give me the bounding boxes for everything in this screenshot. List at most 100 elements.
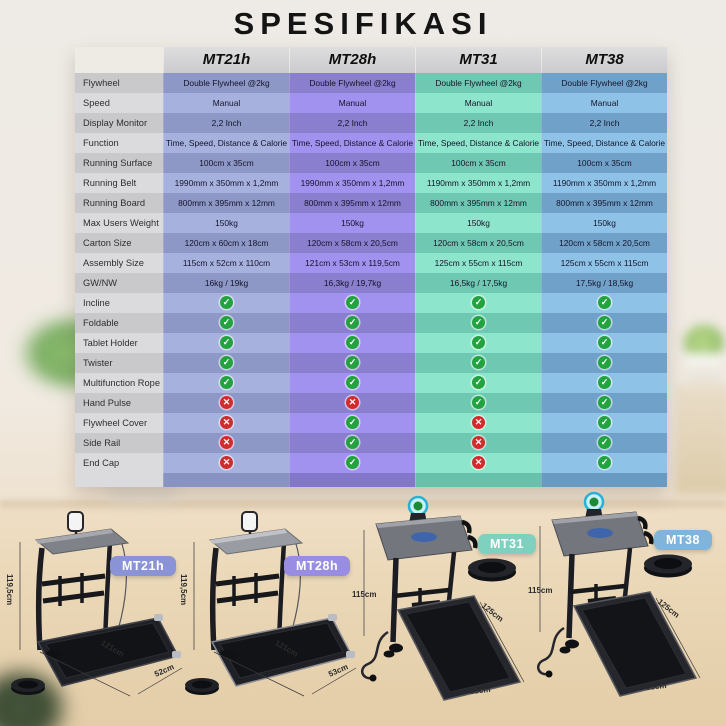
spec-cell-mt31: 1190mm x 350mm x 1,2mm: [415, 173, 541, 193]
row-label: Foldable: [75, 313, 163, 333]
spec-cell-mt31: ✕: [415, 433, 541, 453]
spec-cell-mt31: Double Flywheel @2kg: [415, 73, 541, 93]
spec-cell-mt31: ✕: [415, 413, 541, 433]
check-icon: ✓: [346, 336, 359, 350]
spec-cell-mt28h: ✓: [289, 333, 415, 353]
check-icon: ✓: [220, 336, 233, 350]
wall-floor-divider: [0, 497, 726, 507]
spec-cell-mt38: Manual: [541, 93, 667, 113]
row-label: Carton Size: [75, 233, 163, 253]
row-label: Assembly Size: [75, 253, 163, 273]
treadmill-incline-illustration: [536, 491, 701, 697]
table-row: Side Rail ✕ ✓ ✕ ✓: [75, 433, 667, 453]
column-header-mt31: MT31: [415, 47, 541, 73]
row-label: Running Belt: [75, 173, 163, 193]
spec-cell-mt21h: 100cm x 35cm: [163, 153, 289, 173]
spec-cell-mt31: Time, Speed, Distance & Calorie: [415, 133, 541, 153]
spec-cell-mt31: 2,2 Inch: [415, 113, 541, 133]
spec-cell-mt38: ✓: [541, 293, 667, 313]
spec-cell-mt28h: ✓: [289, 373, 415, 393]
check-icon: ✓: [598, 296, 611, 310]
table-row: End Cap ✕ ✓ ✕ ✓: [75, 453, 667, 473]
spec-cell-mt21h: Time, Speed, Distance & Calorie: [163, 133, 289, 153]
strip-cell-mt38: [541, 473, 667, 487]
spec-cell-mt38: 100cm x 35cm: [541, 153, 667, 173]
check-icon: ✓: [346, 376, 359, 390]
spec-cell-mt31: ✓: [415, 353, 541, 373]
strip-cell-mt28h: [289, 473, 415, 487]
row-label: End Cap: [75, 453, 163, 473]
spec-cell-mt31: 125cm x 55cm x 115cm: [415, 253, 541, 273]
spec-cell-mt21h: ✓: [163, 373, 289, 393]
row-label: GW/NW: [75, 273, 163, 293]
spec-cell-mt28h: ✕: [289, 393, 415, 413]
spec-cell-mt28h: ✓: [289, 453, 415, 473]
spec-cell-mt28h: ✓: [289, 353, 415, 373]
spec-cell-mt28h: Double Flywheel @2kg: [289, 73, 415, 93]
spec-cell-mt28h: ✓: [289, 433, 415, 453]
spec-cell-mt28h: ✓: [289, 413, 415, 433]
table-row: Hand Pulse ✕ ✕ ✓ ✓: [75, 393, 667, 413]
row-label: Twister: [75, 353, 163, 373]
check-icon: ✓: [220, 356, 233, 370]
row-label: Multifunction Rope: [75, 373, 163, 393]
spec-cell-mt38: 120cm x 58cm x 20,5cm: [541, 233, 667, 253]
spec-cell-mt28h: 1990mm x 350mm x 1,2mm: [289, 173, 415, 193]
spec-cell-mt38: 17,5kg / 18,5kg: [541, 273, 667, 293]
spec-cell-mt28h: 121cm x 53cm x 119,5cm: [289, 253, 415, 273]
spec-cell-mt21h: 115cm x 52cm x 110cm: [163, 253, 289, 273]
table-row: Flywheel Cover ✕ ✓ ✕ ✓: [75, 413, 667, 433]
table-header-row: MT21h MT28h MT31 MT38: [75, 47, 667, 73]
product-badge-mt38: MT38: [654, 530, 712, 550]
check-icon: ✓: [472, 376, 485, 390]
dimension-label-height: 115cm: [528, 586, 553, 595]
dimension-label-height: 119,5cm: [5, 574, 14, 606]
table-bottom-strip: [75, 473, 667, 487]
spec-cell-mt38: ✓: [541, 333, 667, 353]
check-icon: ✓: [472, 336, 485, 350]
check-icon: ✓: [598, 416, 611, 430]
spec-cell-mt31: ✓: [415, 393, 541, 413]
check-icon: ✓: [598, 456, 611, 470]
spec-cell-mt31: 800mm x 395mm x 12mm: [415, 193, 541, 213]
check-icon: ✓: [346, 316, 359, 330]
row-label: Function: [75, 133, 163, 153]
spec-cell-mt31: Manual: [415, 93, 541, 113]
spec-cell-mt28h: 16,3kg / 19,7kg: [289, 273, 415, 293]
spec-cell-mt21h: 120cm x 60cm x 18cm: [163, 233, 289, 253]
table-row: Flywheel Double Flywheel @2kg Double Flywh…: [75, 73, 667, 93]
row-label: Display Monitor: [75, 113, 163, 133]
check-icon: ✓: [598, 436, 611, 450]
product-badge-mt31: MT31: [478, 534, 536, 554]
row-label: Speed: [75, 93, 163, 113]
spec-cell-mt28h: 150kg: [289, 213, 415, 233]
cross-icon: ✕: [472, 436, 485, 450]
check-icon: ✓: [220, 316, 233, 330]
table-row: Running Belt 1990mm x 350mm x 1,2mm 1990mm…: [75, 173, 667, 193]
spec-cell-mt28h: 800mm x 395mm x 12mm: [289, 193, 415, 213]
product-badge-mt21h: MT21h: [110, 556, 177, 576]
spec-cell-mt21h: ✓: [163, 333, 289, 353]
spec-cell-mt28h: 120cm x 58cm x 20,5cm: [289, 233, 415, 253]
check-icon: ✓: [220, 296, 233, 310]
check-icon: ✓: [220, 376, 233, 390]
check-icon: ✓: [346, 456, 359, 470]
cross-icon: ✕: [220, 416, 233, 430]
potted-plant-right: [672, 325, 726, 495]
spec-cell-mt38: Time, Speed, Distance & Calorie: [541, 133, 667, 153]
dimension-label-height: 115cm: [352, 590, 377, 599]
check-icon: ✓: [598, 336, 611, 350]
column-header-mt38: MT38: [541, 47, 667, 73]
check-icon: ✓: [346, 296, 359, 310]
table-row: Speed Manual Manual Manual Manual: [75, 93, 667, 113]
table-row: Assembly Size 115cm x 52cm x 110cm 121cm x…: [75, 253, 667, 273]
plant-pot: [686, 353, 722, 383]
check-icon: ✓: [598, 356, 611, 370]
spec-cell-mt38: ✓: [541, 453, 667, 473]
spec-cell-mt28h: 100cm x 35cm: [289, 153, 415, 173]
spec-cell-mt21h: 800mm x 395mm x 12mm: [163, 193, 289, 213]
row-label: Flywheel Cover: [75, 413, 163, 433]
spec-cell-mt21h: Double Flywheel @2kg: [163, 73, 289, 93]
table-row: Display Monitor 2,2 Inch 2,2 Inch 2,2 Inch 2…: [75, 113, 667, 133]
product-figure-mt21h: MT21h 119,5cm 121cm 52cm: [5, 498, 192, 723]
